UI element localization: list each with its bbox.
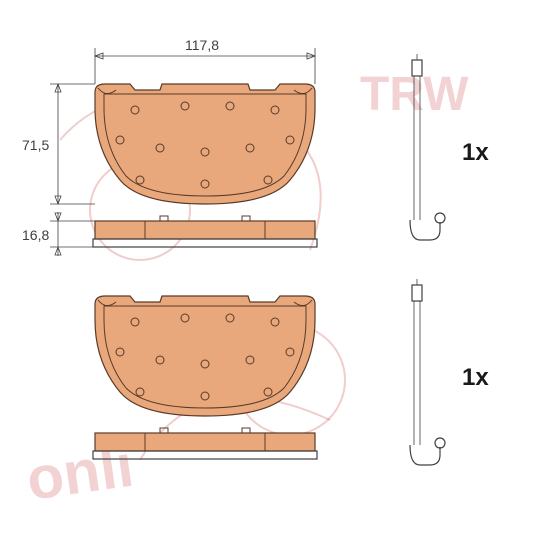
brake-pad-lower [93, 296, 317, 459]
dim-edge: 16,8 [22, 227, 49, 243]
brake-pad-upper [93, 84, 317, 247]
qty-upper: 1x [462, 139, 489, 166]
diagram-canvas: { "dims": { "width_label": "117,8", "hei… [0, 0, 552, 552]
dim-width: 117,8 [185, 37, 219, 53]
qty-lower: 1x [462, 364, 489, 391]
diagram-svg: TRW onli 117,8 71,5 16,8 [0, 0, 552, 552]
dim-height: 71,5 [22, 137, 49, 153]
wear-sensor-lower: 1x [410, 279, 489, 465]
